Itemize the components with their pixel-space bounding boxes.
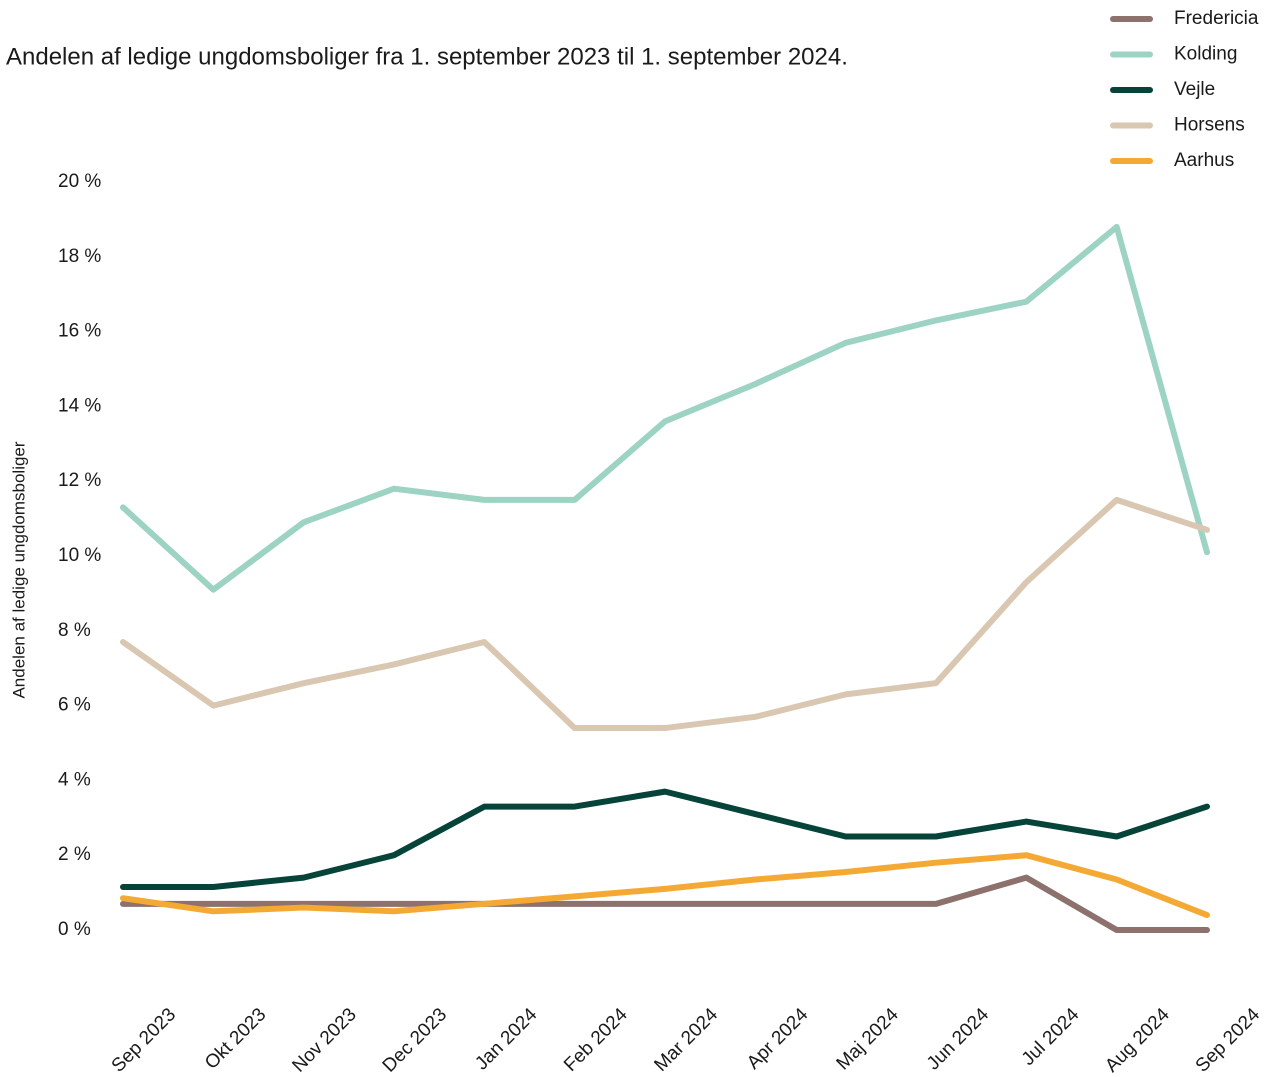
series-line: [120, 223, 1210, 593]
y-tick-label: 8 %: [58, 620, 91, 641]
y-tick-label: 10 %: [58, 545, 101, 566]
x-tick-label: Sep 2024: [1192, 1004, 1265, 1077]
x-tick-label: Aug 2024: [1101, 1004, 1174, 1077]
x-tick-label: Apr 2024: [743, 1004, 813, 1074]
x-tick-label: Jul 2024: [1018, 1004, 1084, 1070]
y-tick-label: 6 %: [58, 695, 91, 716]
legend-label: Aarhus: [1174, 150, 1234, 171]
legend-label: Kolding: [1174, 44, 1237, 65]
x-tick-label: Mar 2024: [650, 1004, 722, 1076]
y-tick-label: 2 %: [58, 844, 91, 865]
legend-label: Horsens: [1174, 115, 1245, 136]
series-line: [120, 496, 1210, 732]
y-tick-label: 14 %: [58, 395, 101, 416]
x-tick-label: Nov 2023: [288, 1004, 360, 1076]
y-tick-label: 4 %: [58, 769, 91, 790]
legend-label: Fredericia: [1174, 8, 1259, 29]
y-axis-label: Andelen af ledige ungdomsboliger: [9, 441, 28, 698]
chart-subtitle: Andelen af ledige ungdomsboliger fra 1. …: [6, 43, 848, 70]
y-tick-label: 20 %: [58, 171, 101, 192]
y-tick-label: 18 %: [58, 246, 101, 267]
x-tick-label: Feb 2024: [560, 1004, 632, 1076]
series-line: [120, 874, 1210, 933]
x-tick-label: Jan 2024: [471, 1004, 541, 1074]
legend-label: Vejle: [1174, 79, 1215, 100]
x-tick-label: Dec 2023: [379, 1004, 451, 1076]
x-tick-label: Sep 2023: [108, 1004, 180, 1076]
x-tick-label: Jun 2024: [923, 1004, 993, 1074]
y-tick-label: 0 %: [58, 919, 91, 940]
x-tick-label: Okt 2023: [201, 1004, 270, 1073]
series-line: [120, 852, 1210, 919]
series-line: [120, 788, 1210, 890]
x-tick-label: Maj 2024: [833, 1004, 903, 1074]
y-tick-label: 12 %: [58, 470, 101, 491]
y-tick-label: 16 %: [58, 321, 101, 342]
